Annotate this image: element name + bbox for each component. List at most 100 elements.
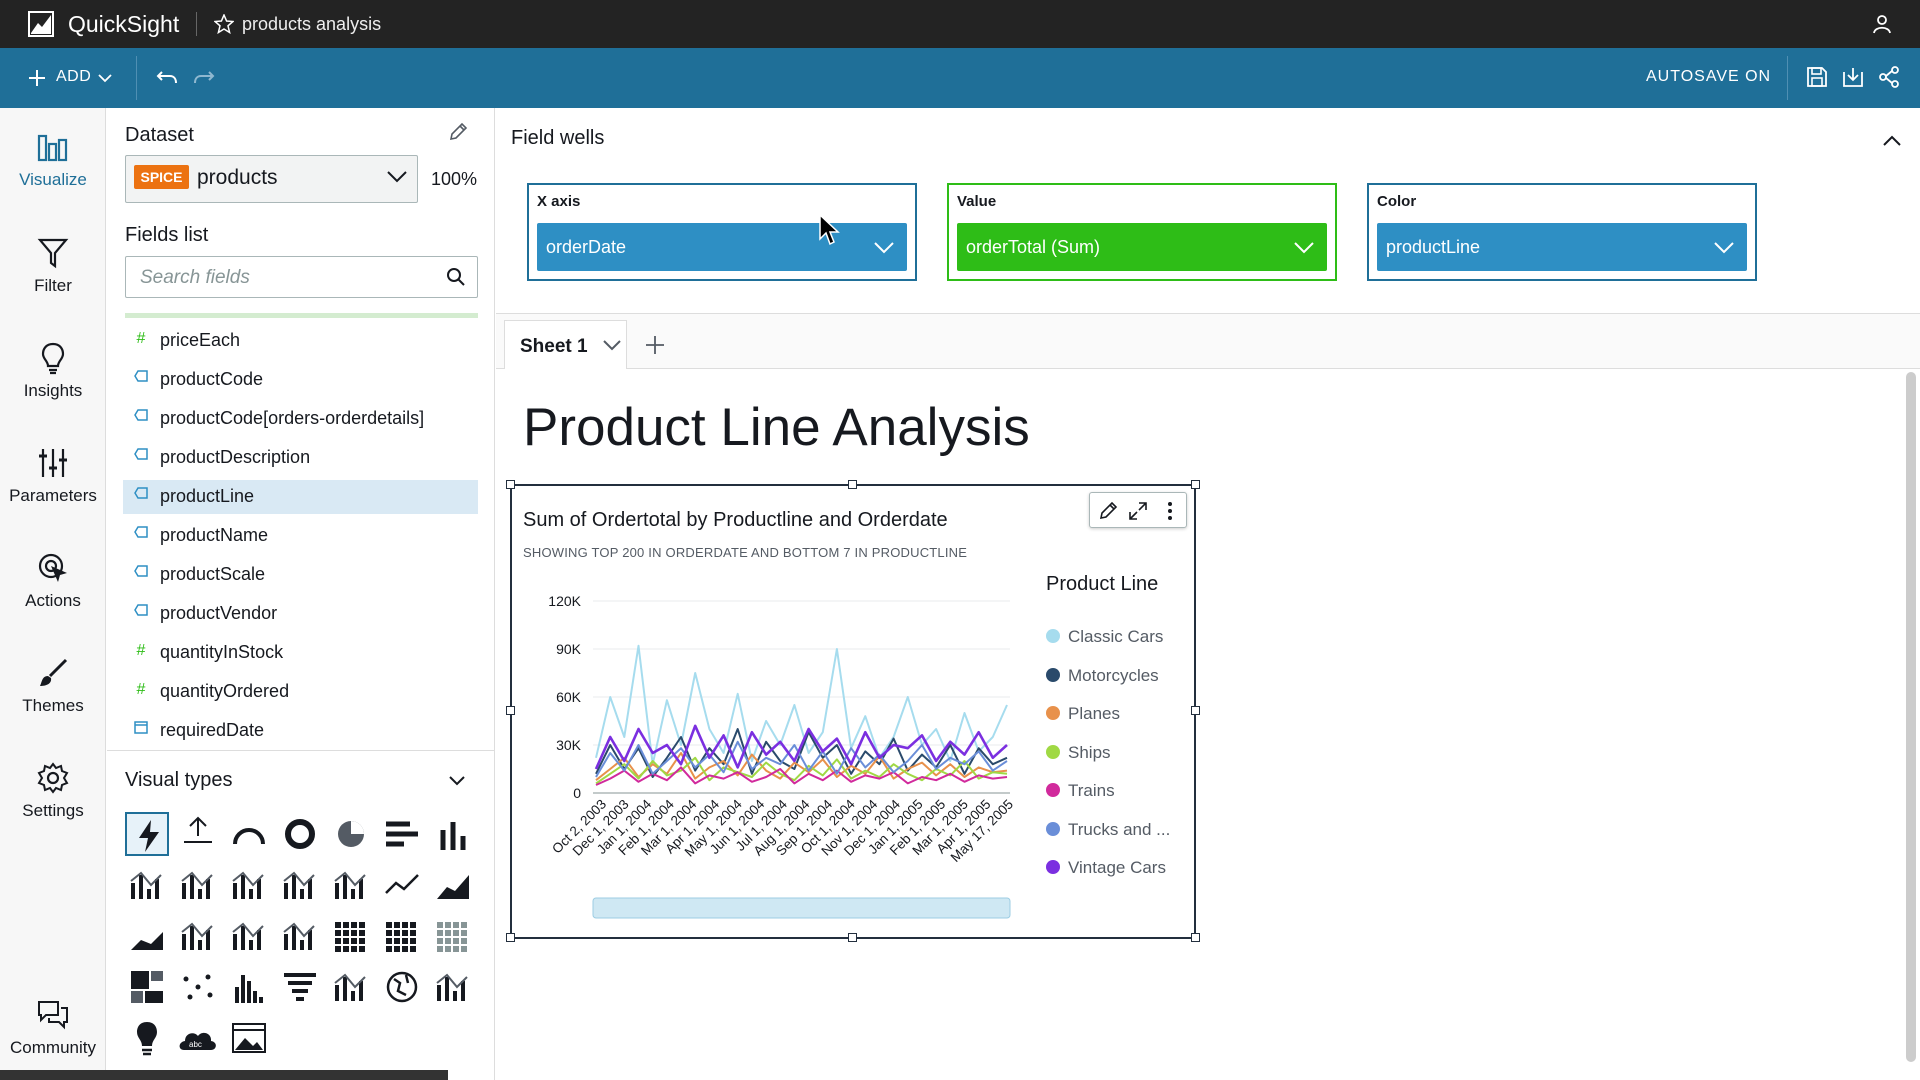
legend-label: Trucks and ... (1068, 819, 1171, 839)
image-icon[interactable] (227, 1016, 271, 1060)
chevron-down-icon[interactable] (448, 775, 466, 787)
add-sheet-plus-icon[interactable] (644, 334, 666, 356)
legend-item[interactable]: Classic Cars (1046, 627, 1163, 647)
resize-handle[interactable] (848, 480, 857, 489)
series-line[interactable] (595, 740, 1008, 778)
color-field-pill[interactable]: productLine (1377, 223, 1747, 271)
autograph-icon[interactable] (125, 812, 169, 856)
field-item[interactable]: # quantityOrdered (123, 675, 478, 709)
field-item[interactable]: productName (123, 519, 478, 553)
share-icon[interactable] (1878, 66, 1900, 88)
nav-visualize[interactable]: Visualize (0, 130, 106, 190)
field-item[interactable]: productCode (123, 363, 478, 397)
x-axis-field-pill[interactable]: orderDate (537, 223, 907, 271)
add-button[interactable]: ADD (22, 60, 118, 96)
line-combo-icon[interactable] (227, 914, 271, 958)
resize-handle[interactable] (1191, 706, 1200, 715)
histogram-icon[interactable] (227, 965, 271, 1009)
field-item[interactable]: # priceEach (123, 324, 478, 358)
vbar-icon[interactable] (431, 812, 475, 856)
legend-item[interactable]: Planes (1046, 704, 1120, 724)
legend-label: Motorcycles (1068, 665, 1159, 685)
line-chart-visual[interactable] (510, 484, 1196, 939)
treemap-icon[interactable] (125, 965, 169, 1009)
legend-item[interactable]: Motorcycles (1046, 666, 1159, 686)
resize-handle[interactable] (506, 933, 515, 942)
resize-handle[interactable] (848, 933, 857, 942)
chevron-down-icon[interactable] (602, 339, 622, 352)
undo-icon[interactable] (156, 68, 178, 88)
funnel-icon[interactable] (278, 965, 322, 1009)
field-item[interactable]: productScale (123, 558, 478, 592)
search-fields-input[interactable]: Search fields (125, 256, 478, 298)
hbar-100-icon[interactable] (227, 863, 271, 907)
stacked-hbar-icon[interactable] (125, 863, 169, 907)
sankey-icon[interactable] (329, 965, 373, 1009)
scatter-icon[interactable] (176, 965, 220, 1009)
series-line[interactable] (594, 724, 1008, 770)
filled-map-icon[interactable] (431, 965, 475, 1009)
save-icon[interactable] (1806, 66, 1828, 88)
edit-pencil-icon[interactable] (448, 122, 468, 142)
edit-pencil-icon[interactable] (1098, 501, 1118, 521)
tab-sheet-1[interactable]: Sheet 1 (504, 320, 627, 369)
nav-actions[interactable]: Actions (0, 551, 106, 611)
more-options-icon[interactable] (1160, 501, 1180, 521)
canvas-scrollbar[interactable] (1906, 372, 1916, 1062)
resize-handle[interactable] (1191, 933, 1200, 942)
field-item[interactable]: productCode[orders-orderdetails] (123, 402, 478, 436)
chevron-up-icon[interactable] (1882, 134, 1902, 147)
nav-parameters[interactable]: Parameters (0, 446, 106, 506)
legend-item[interactable]: Trains (1046, 781, 1115, 801)
resize-handle[interactable] (1191, 480, 1200, 489)
resize-handle[interactable] (506, 480, 515, 489)
value-field-pill[interactable]: orderTotal (Sum) (957, 223, 1327, 271)
field-item[interactable]: productLine (123, 480, 478, 514)
vbar-100-icon[interactable] (278, 863, 322, 907)
legend-swatch (1046, 744, 1060, 759)
analysis-name[interactable]: products analysis (242, 14, 382, 34)
field-item[interactable]: productDescription (123, 441, 478, 475)
series-line[interactable] (595, 728, 1008, 778)
star-icon[interactable] (214, 14, 234, 34)
combo-line-icon[interactable] (176, 914, 220, 958)
series-line[interactable] (595, 644, 1008, 766)
series-line[interactable] (595, 766, 1008, 786)
nav-filter[interactable]: Filter (0, 236, 106, 296)
hbar-icon[interactable] (380, 812, 424, 856)
stacked-area-icon[interactable] (125, 914, 169, 958)
resize-handle[interactable] (506, 706, 515, 715)
table-icon[interactable] (380, 914, 424, 958)
gauge-icon[interactable] (227, 812, 271, 856)
x-axis-range-slider[interactable] (592, 897, 1011, 919)
stacked-vbar-icon[interactable] (176, 863, 220, 907)
field-item[interactable]: # quantityInStock (123, 636, 478, 670)
kpi-icon[interactable] (176, 812, 220, 856)
word-cloud-icon[interactable]: abc (176, 1016, 220, 1060)
combo-bar-icon[interactable] (329, 863, 373, 907)
line-icon[interactable] (380, 863, 424, 907)
nav-insights[interactable]: Insights (0, 341, 106, 401)
series-line[interactable] (595, 756, 1008, 785)
pie-icon[interactable] (329, 812, 373, 856)
redo-icon[interactable] (193, 68, 215, 88)
legend-item[interactable]: Ships (1046, 743, 1111, 763)
download-icon[interactable] (1842, 66, 1864, 88)
field-item[interactable]: requiredDate (123, 714, 478, 748)
area-icon[interactable] (431, 863, 475, 907)
insight-icon[interactable] (125, 1016, 169, 1060)
nav-settings[interactable]: Settings (0, 761, 106, 821)
user-icon[interactable] (1872, 14, 1892, 34)
box-plot-icon[interactable] (278, 914, 322, 958)
field-item[interactable]: productVendor (123, 597, 478, 631)
heatmap-icon[interactable] (431, 914, 475, 958)
legend-item[interactable]: Vintage Cars (1046, 858, 1166, 878)
expand-icon[interactable] (1128, 501, 1148, 521)
pivot-table-icon[interactable] (329, 914, 373, 958)
nav-themes[interactable]: Themes (0, 656, 106, 716)
geo-map-icon[interactable] (380, 965, 424, 1009)
legend-item[interactable]: Trucks and ... (1046, 820, 1170, 840)
nav-community[interactable]: Community (0, 998, 106, 1058)
top-bar: QuickSight products analysis (0, 0, 1920, 48)
donut-icon[interactable] (278, 812, 322, 856)
